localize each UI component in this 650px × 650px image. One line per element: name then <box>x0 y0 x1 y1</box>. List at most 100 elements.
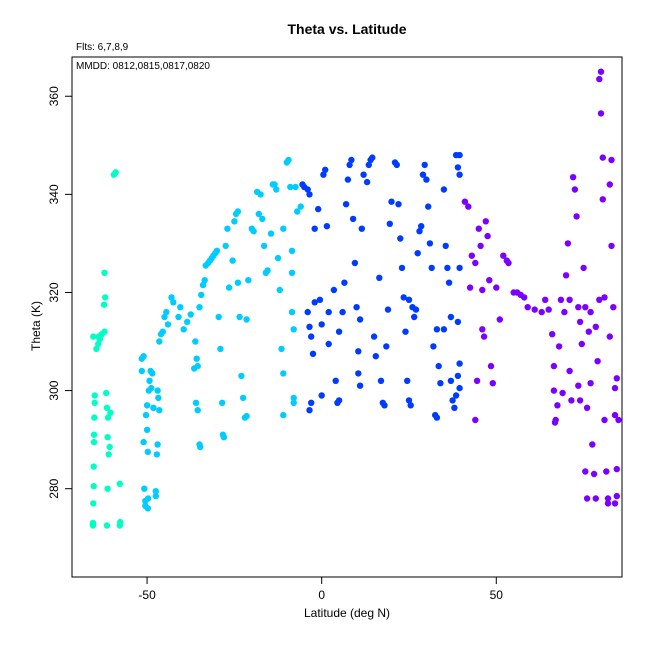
data-point <box>219 399 226 406</box>
data-point <box>271 181 278 188</box>
y-tick-label: 280 <box>47 478 61 498</box>
data-point <box>287 183 294 191</box>
data-point <box>425 203 432 210</box>
data-point <box>304 186 311 193</box>
data-point <box>140 353 147 360</box>
data-point <box>583 495 591 502</box>
data-point <box>505 259 512 267</box>
data-point <box>93 345 100 353</box>
data-point <box>231 218 238 225</box>
data-point <box>239 394 247 402</box>
axes: -50 0 50 280 300 320 340 360 <box>47 86 503 602</box>
data-point <box>323 223 331 230</box>
data-point <box>433 414 441 421</box>
data-point <box>484 232 491 240</box>
data-point <box>582 468 589 475</box>
series-3 <box>461 68 622 507</box>
data-point <box>493 284 500 291</box>
data-point <box>213 247 221 254</box>
data-point <box>477 242 484 250</box>
data-point <box>196 304 203 311</box>
data-point <box>587 308 594 316</box>
data-point <box>610 304 617 311</box>
data-point <box>224 225 231 232</box>
data-point <box>411 313 418 321</box>
data-point <box>243 316 250 323</box>
data-point <box>456 151 463 159</box>
data-point <box>604 495 612 502</box>
data-point <box>562 272 570 279</box>
data-point <box>465 203 472 210</box>
data-point <box>290 399 297 406</box>
data-point <box>306 323 313 330</box>
data-point <box>142 411 150 419</box>
data-point <box>454 164 462 171</box>
data-point <box>236 313 243 321</box>
data-point <box>365 161 372 169</box>
data-point <box>456 384 463 392</box>
data-point <box>90 463 97 470</box>
series-1 <box>138 156 304 512</box>
data-point <box>278 345 285 353</box>
y-axis-label: Theta (K) <box>29 301 43 351</box>
data-point <box>144 505 151 512</box>
data-point <box>102 294 109 301</box>
data-point <box>355 370 362 377</box>
data-point <box>348 156 355 164</box>
data-point <box>480 333 488 340</box>
data-point <box>571 186 579 193</box>
data-point <box>384 306 392 313</box>
data-point <box>585 328 592 335</box>
data-point <box>159 328 166 335</box>
data-point <box>342 201 350 208</box>
data-point <box>356 382 364 389</box>
data-point <box>90 483 97 490</box>
data-point <box>274 254 282 262</box>
flights-annotation: Flts: 6,7,8,9 <box>76 42 129 53</box>
data-point <box>250 228 257 235</box>
data-point <box>449 397 456 404</box>
data-point <box>193 355 200 362</box>
data-point <box>215 313 222 321</box>
data-point <box>143 426 151 433</box>
data-point <box>596 296 603 303</box>
y-tick-label: 360 <box>47 86 61 106</box>
data-point <box>273 186 280 193</box>
data-point <box>542 296 549 303</box>
data-point <box>531 306 538 313</box>
data-point <box>315 205 322 213</box>
series-2 <box>299 151 463 421</box>
y-tick-label: 300 <box>47 380 61 400</box>
y-tick-label: 340 <box>47 184 61 204</box>
data-point <box>489 380 496 387</box>
data-point <box>306 407 313 414</box>
data-point <box>454 318 462 326</box>
data-point <box>201 277 208 284</box>
data-point <box>90 431 98 438</box>
data-point <box>288 308 296 316</box>
data-point <box>117 518 124 526</box>
data-point <box>325 340 332 348</box>
data-point <box>89 522 97 529</box>
data-point <box>103 404 111 411</box>
data-point <box>555 343 563 350</box>
data-point <box>318 321 325 328</box>
data-point <box>199 281 207 289</box>
data-point <box>423 176 430 183</box>
data-point <box>416 228 423 235</box>
data-point <box>288 247 296 254</box>
data-point <box>229 257 236 264</box>
data-point <box>599 196 606 203</box>
data-point <box>360 171 367 178</box>
data-point <box>482 218 489 225</box>
data-point <box>311 225 318 232</box>
data-point <box>264 267 271 274</box>
data-point <box>95 340 102 348</box>
data-point <box>217 345 224 353</box>
data-point <box>456 264 463 272</box>
data-point <box>335 328 343 335</box>
data-point <box>322 166 329 173</box>
data-point <box>601 416 608 424</box>
data-point <box>103 389 110 397</box>
data-point <box>105 451 112 458</box>
